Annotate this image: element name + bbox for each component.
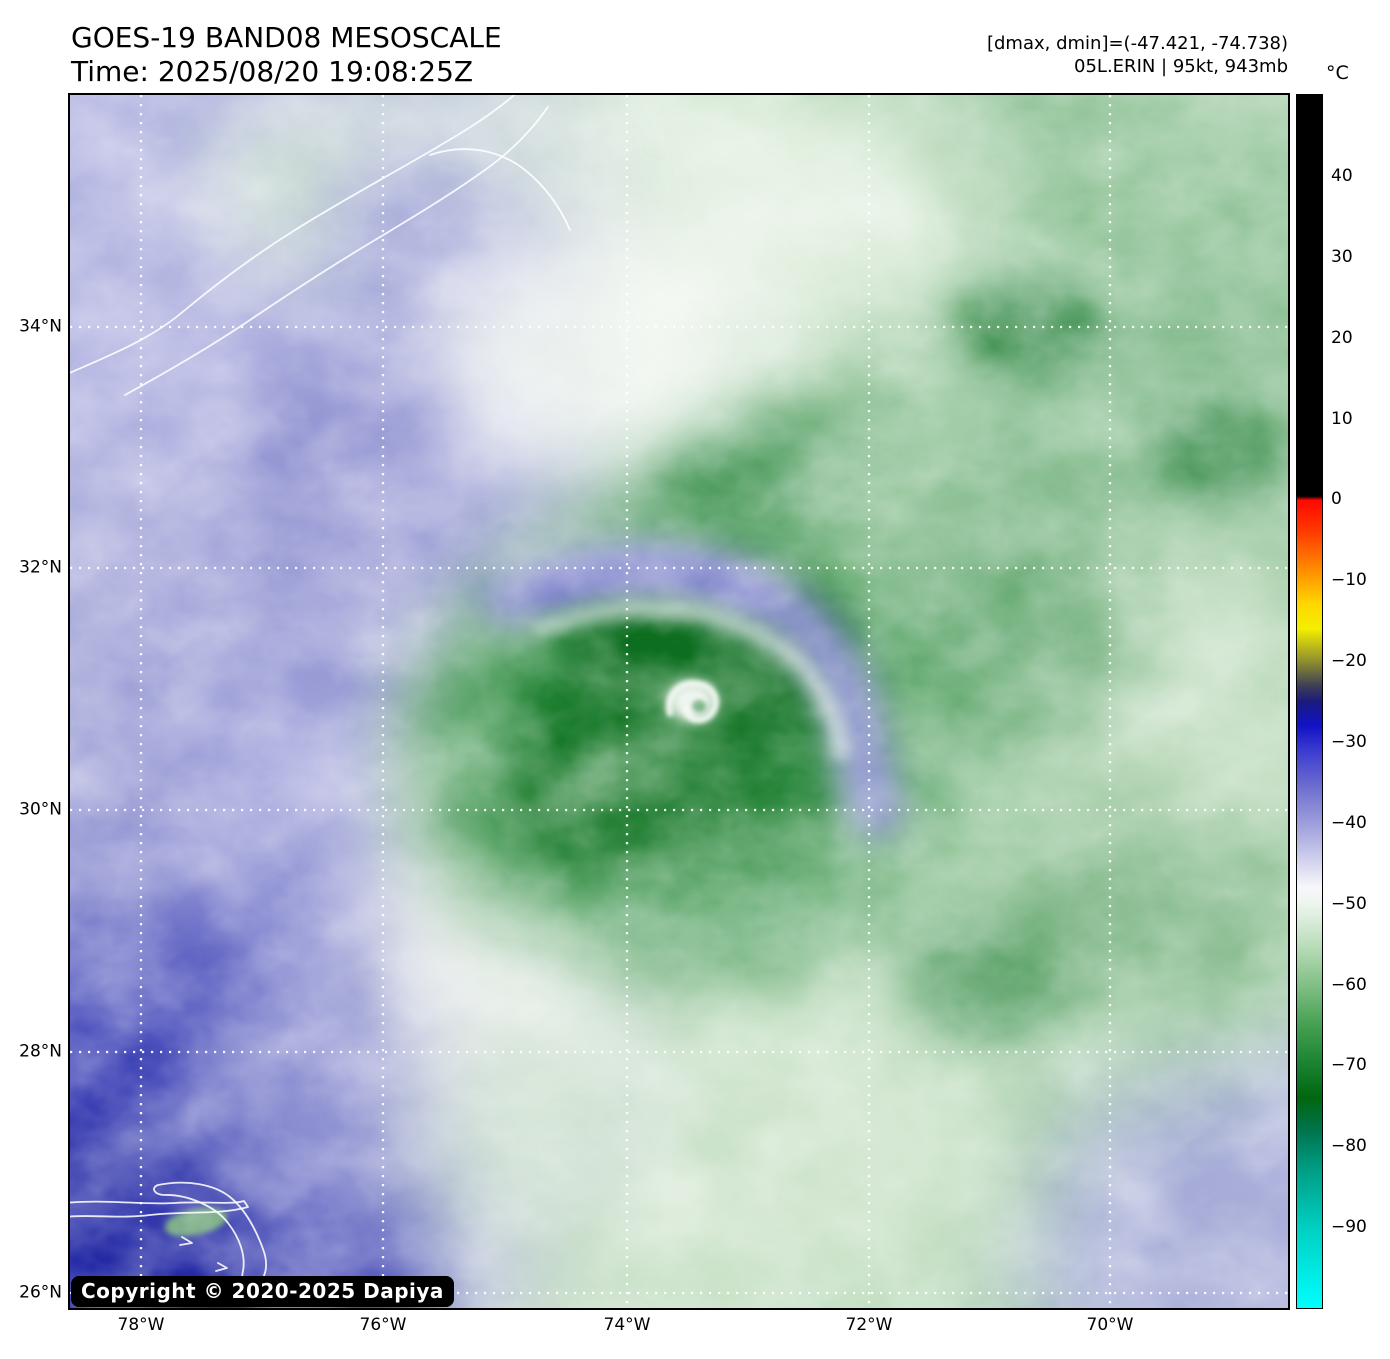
- colorbar-tick-label: −40: [1331, 812, 1367, 833]
- header: GOES-19 BAND08 MESOSCALE Time: 2025/08/2…: [71, 21, 502, 89]
- storm-info: 05L.ERIN | 95kt, 943mb: [1074, 56, 1288, 77]
- latitude-tick-label: 28°N: [19, 1041, 62, 1062]
- colorbar-tick-label: 20: [1331, 327, 1353, 348]
- annotations: [dmax, dmin]=(-47.421, -74.738) 05L.ERIN…: [987, 32, 1288, 78]
- colorbar-tick-label: −30: [1331, 731, 1367, 752]
- dmax-dmin-readout: [dmax, dmin]=(-47.421, -74.738): [986, 33, 1288, 54]
- colorbar-tick-label: 30: [1331, 246, 1353, 267]
- cloud-texture: [70, 95, 1288, 1308]
- longitude-tick-label: 76°W: [359, 1315, 407, 1335]
- longitude-tick-label: 78°W: [117, 1315, 165, 1335]
- coastline: [215, 1262, 228, 1272]
- page-title: GOES-19 BAND08 MESOSCALE: [71, 21, 502, 54]
- longitude-tick-label: 70°W: [1086, 1315, 1134, 1335]
- satellite-map: [68, 93, 1290, 1310]
- coastline: [429, 148, 571, 231]
- colorbar-tick-label: −70: [1331, 1055, 1367, 1076]
- colorbar-tick-label: −90: [1331, 1217, 1367, 1238]
- colorbar-unit-label: °C: [1326, 62, 1349, 84]
- coastline: [70, 95, 516, 374]
- copyright-badge: Copyright © 2020-2025 Dapiya: [71, 1276, 454, 1307]
- coastline: [70, 1200, 249, 1218]
- colorbar-tick-label: −10: [1331, 570, 1367, 591]
- colorbar-tick-label: −60: [1331, 974, 1367, 995]
- colorbar-tick-label: 40: [1331, 165, 1353, 186]
- longitude-axis: 78°W 76°W 74°W 72°W 70°W: [70, 1315, 1288, 1341]
- latitude-tick-label: 30°N: [19, 799, 62, 820]
- colorbar-tick-label: 10: [1331, 408, 1353, 429]
- latitude-tick-label: 34°N: [19, 316, 62, 337]
- timestamp: Time: 2025/08/20 19:08:25Z: [71, 55, 474, 88]
- coastline: [124, 106, 549, 396]
- latitude-tick-label: 26°N: [19, 1282, 62, 1303]
- coastline: [179, 1236, 193, 1246]
- temperature-colorbar: [1296, 94, 1323, 1309]
- longitude-tick-label: 74°W: [603, 1315, 651, 1335]
- colorbar-tick-label: −50: [1331, 893, 1367, 914]
- colorbar-tick-labels: 40 30 20 10 0 −10 −20 −30 −40 −50 −60 −70 −80 −90: [1331, 95, 1387, 1308]
- coastline-layer: [70, 95, 571, 1288]
- latitude-tick-label: 32°N: [19, 557, 62, 578]
- colorbar-tick-label: −80: [1331, 1136, 1367, 1157]
- colorbar-tick-label: −20: [1331, 651, 1367, 672]
- longitude-tick-label: 72°W: [845, 1315, 893, 1335]
- satellite-image: [70, 95, 1288, 1308]
- colorbar-tick-label: 0: [1331, 489, 1342, 510]
- latitude-axis: 34°N 32°N 30°N 28°N 26°N: [0, 95, 62, 1308]
